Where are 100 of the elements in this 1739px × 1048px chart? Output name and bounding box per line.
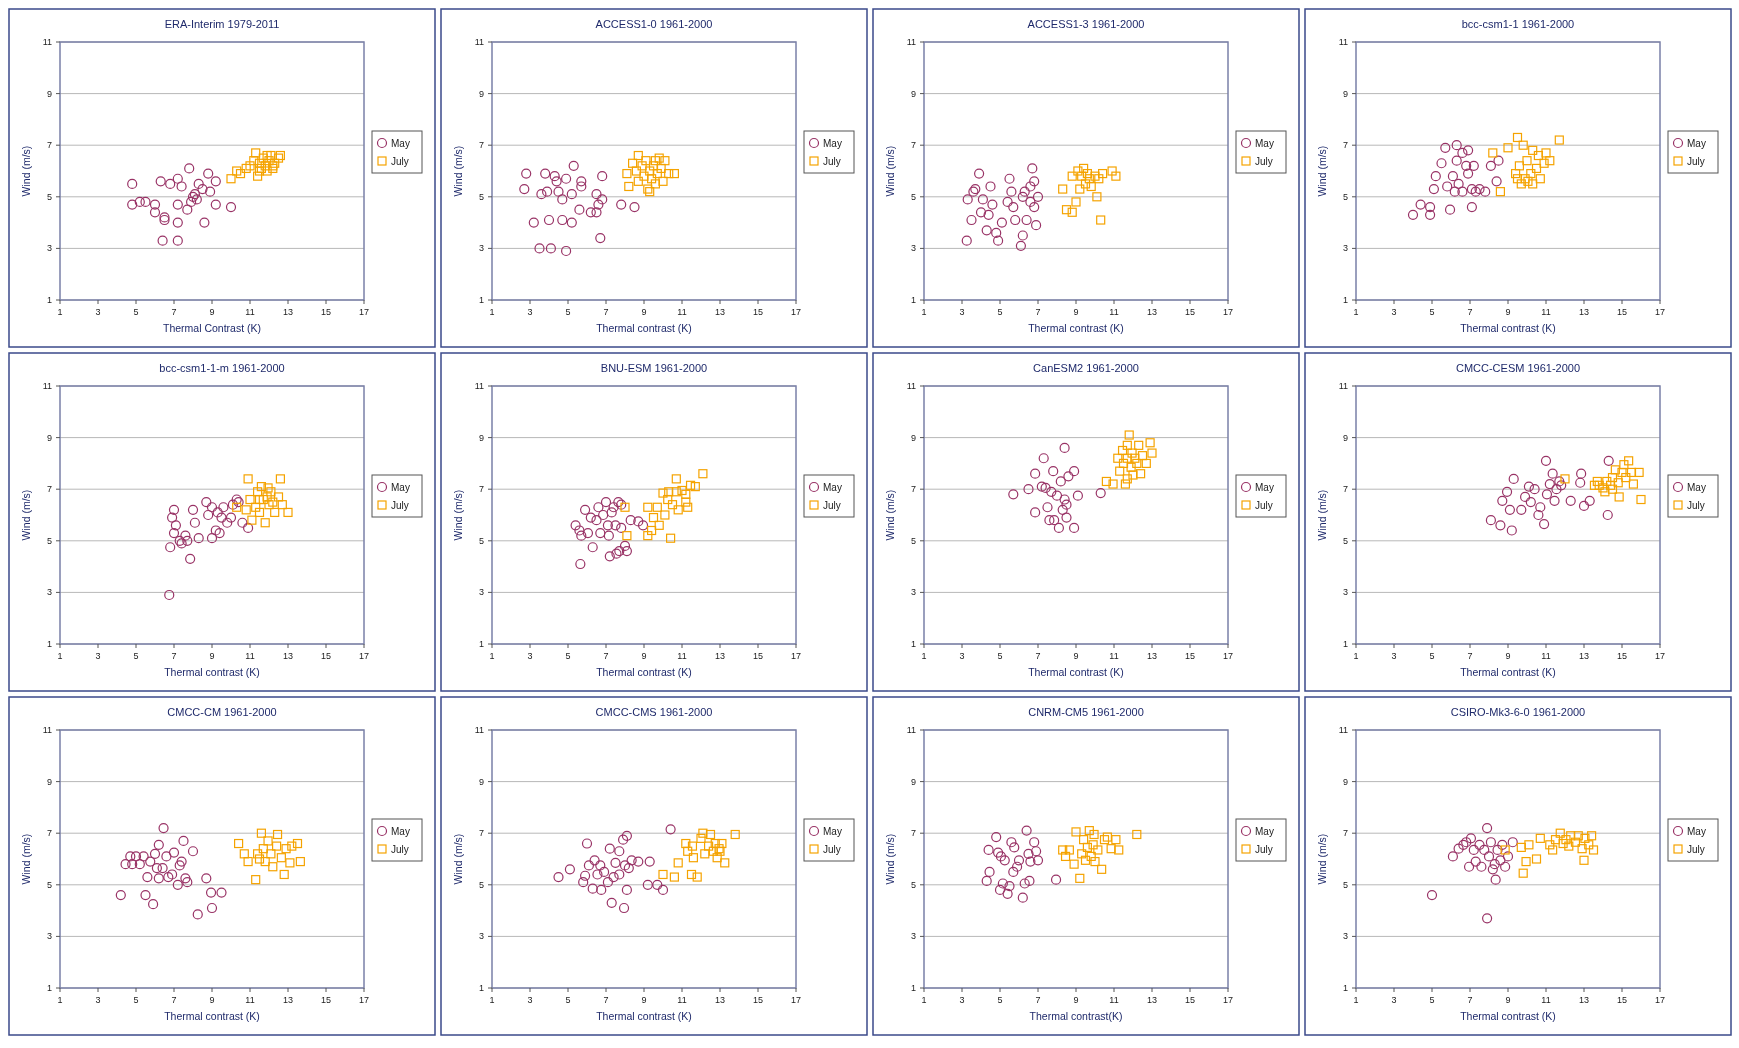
point: [172, 199, 183, 210]
point: [1533, 150, 1543, 161]
point: [628, 158, 638, 168]
point: [614, 846, 625, 857]
point: [187, 504, 199, 515]
x-tick-label: 7: [1035, 651, 1041, 661]
point: [174, 860, 185, 871]
legend-label: May: [1687, 138, 1706, 149]
point: [671, 487, 681, 497]
point: [1048, 466, 1059, 477]
point: [1094, 174, 1104, 184]
point: [1466, 183, 1477, 195]
point: [1463, 168, 1474, 179]
point: [1535, 502, 1546, 513]
point: [1492, 844, 1503, 856]
point: [172, 217, 183, 228]
point: [1490, 874, 1501, 885]
point: [1507, 837, 1518, 848]
point: [1482, 913, 1493, 924]
x-tick-label: 15: [752, 651, 764, 661]
point: [258, 494, 268, 505]
y-tick-label: 1: [1342, 295, 1348, 305]
point: [621, 830, 632, 841]
chart-title: CanESM2 1961-2000: [1033, 362, 1139, 374]
point: [685, 480, 696, 490]
point: [1610, 465, 1620, 475]
x-tick-label: 15: [752, 995, 764, 1005]
point: [1009, 842, 1020, 853]
point: [226, 174, 236, 184]
x-tick-label: 15: [320, 307, 332, 317]
point: [1551, 484, 1562, 495]
point: [262, 150, 272, 161]
point: [1126, 462, 1136, 472]
point: [1090, 856, 1100, 867]
y-tick-label: 7: [1342, 140, 1348, 151]
point: [1516, 842, 1526, 852]
point: [610, 520, 621, 531]
point: [599, 866, 610, 877]
point: [1512, 132, 1523, 143]
point: [595, 860, 606, 871]
point: [1130, 453, 1140, 463]
point: [149, 207, 161, 218]
point: [170, 520, 181, 531]
point: [1451, 140, 1462, 151]
x-tick-label: 17: [358, 651, 370, 661]
y-tick-label: 11: [42, 725, 52, 735]
legend-label: May: [1255, 482, 1274, 493]
point: [1006, 186, 1017, 197]
point: [566, 189, 577, 200]
point: [140, 196, 151, 208]
y-tick-label: 11: [474, 381, 484, 391]
x-tick-label: 1: [489, 651, 495, 661]
point: [656, 163, 666, 174]
point: [1580, 833, 1590, 843]
point: [234, 838, 244, 849]
point: [1025, 856, 1036, 867]
point: [1017, 892, 1028, 903]
chart-title: bcc-csm1-1-m 1961-2000: [159, 362, 285, 374]
x-tick-label: 15: [1616, 307, 1628, 317]
point: [134, 859, 145, 870]
point: [542, 186, 553, 197]
point: [1482, 822, 1493, 834]
point: [1120, 479, 1130, 489]
point: [1106, 844, 1116, 854]
point: [249, 156, 259, 166]
point: [621, 884, 632, 896]
point: [705, 829, 716, 840]
point: [210, 176, 221, 187]
x-tick-label: 1: [1353, 307, 1359, 317]
point: [681, 489, 691, 499]
point: [991, 227, 1002, 239]
point: [167, 869, 178, 880]
point: [658, 869, 668, 880]
point: [1614, 492, 1624, 502]
x-tick-label: 11: [1109, 995, 1119, 1005]
point: [1526, 168, 1536, 179]
point: [203, 168, 214, 179]
point: [692, 872, 702, 882]
point: [1055, 476, 1066, 487]
point: [1468, 160, 1479, 171]
point: [657, 884, 669, 896]
y-tick-label: 3: [1342, 243, 1348, 254]
point: [1592, 476, 1602, 487]
point: [1061, 499, 1072, 510]
point: [614, 869, 625, 880]
point: [1485, 160, 1496, 171]
legend-label: May: [391, 138, 410, 149]
y-tick-label: 5: [910, 535, 916, 546]
x-axis-title: Thermal contrast(K): [1029, 1010, 1123, 1022]
point: [1013, 855, 1025, 866]
point: [1522, 156, 1532, 166]
point: [704, 841, 714, 851]
point: [185, 553, 196, 564]
x-tick-label: 17: [1654, 651, 1666, 661]
x-tick-label: 5: [565, 651, 571, 661]
point: [264, 500, 274, 510]
x-tick-label: 3: [959, 307, 965, 317]
point: [606, 507, 617, 518]
point: [551, 176, 562, 187]
point: [1031, 846, 1042, 857]
